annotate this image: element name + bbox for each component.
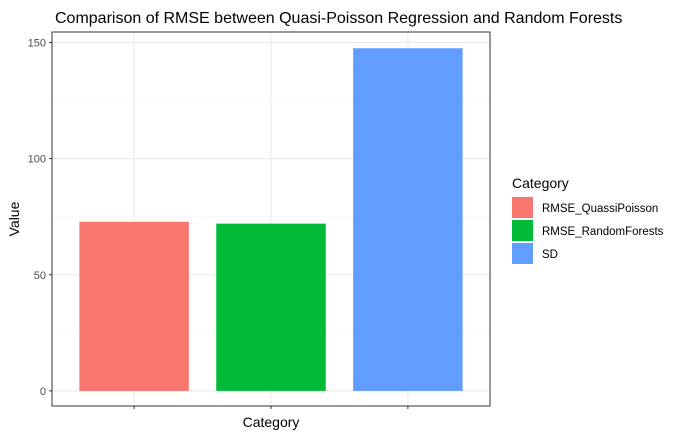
legend-label: RMSE_RandomForests bbox=[542, 226, 664, 238]
y-axis: 0 50 100 150 bbox=[28, 37, 52, 398]
bars bbox=[79, 48, 463, 391]
chart-title: Comparison of RMSE between Quasi-Poisson… bbox=[55, 10, 622, 27]
y-tick-label: 100 bbox=[28, 154, 46, 166]
legend-label: SD bbox=[542, 249, 558, 261]
y-axis-title: Value bbox=[6, 201, 22, 236]
y-tick-label: 50 bbox=[34, 270, 46, 282]
y-tick-label: 0 bbox=[40, 386, 46, 398]
legend-key-rmse-randomforests bbox=[512, 220, 533, 241]
legend: Category RMSE_QuassiPoisson RMSE_RandomFo… bbox=[512, 175, 664, 264]
bar-sd bbox=[353, 48, 463, 391]
legend-label: RMSE_QuassiPoisson bbox=[542, 203, 658, 215]
bar-rmse-quassipoisson bbox=[79, 221, 189, 391]
legend-key-sd bbox=[512, 243, 533, 264]
x-axis bbox=[133, 406, 409, 409]
legend-key-rmse-quassipoisson bbox=[512, 197, 533, 218]
y-tick-label: 150 bbox=[28, 37, 46, 49]
bar-rmse-randomforests bbox=[216, 223, 326, 391]
x-axis-title: Category bbox=[243, 414, 300, 430]
legend-title: Category bbox=[512, 175, 569, 191]
